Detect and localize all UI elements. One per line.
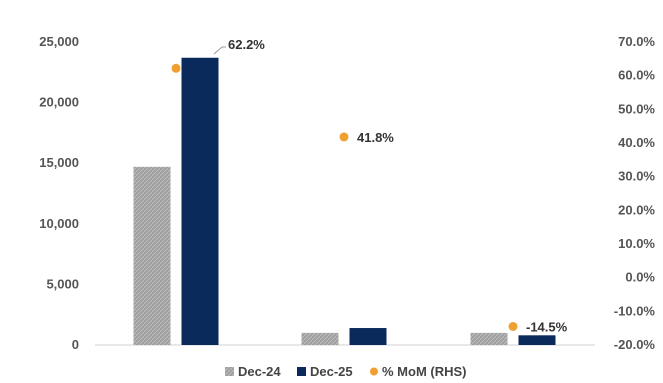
bar-dec-24 [133, 166, 171, 345]
y-left-tick-label: 25,000 [39, 34, 79, 49]
mom-point [171, 63, 181, 73]
y-left-tick-label: 0 [72, 337, 79, 352]
bar-dec-25 [349, 328, 387, 345]
mom-data-label: 62.2% [228, 37, 265, 52]
y-right-tick-label: 70.0% [618, 34, 655, 49]
y-right-tick-label: -20.0% [614, 337, 656, 352]
legend-label: Dec-25 [310, 364, 353, 379]
bar-dec-24 [470, 332, 508, 345]
mom-point [508, 321, 518, 331]
y-left-tick-label: 15,000 [39, 155, 79, 170]
y-left-tick-label: 10,000 [39, 216, 79, 231]
legend-label: % MoM (RHS) [382, 364, 467, 379]
y-left-tick-label: 20,000 [39, 95, 79, 110]
legend-label: Dec-24 [238, 364, 281, 379]
leader-line [213, 46, 223, 55]
y-right-tick-label: 60.0% [618, 68, 655, 83]
y-right-tick-label: 0.0% [625, 270, 655, 285]
y-right-tick-label: 50.0% [618, 101, 655, 116]
bar-dec-25 [181, 57, 219, 345]
mom-data-label: 41.8% [357, 130, 394, 145]
mom-data-label: -14.5% [526, 319, 568, 334]
y-right-tick-label: 40.0% [618, 135, 655, 150]
y-right-tick-label: 30.0% [618, 169, 655, 184]
mom-point [339, 132, 349, 142]
bar-dec-25 [518, 335, 556, 345]
y-right-tick-label: 20.0% [618, 202, 655, 217]
legend-swatch-dec-24 [225, 367, 234, 376]
bar-dec-24 [301, 332, 339, 345]
y-right-tick-label: 10.0% [618, 236, 655, 251]
y-right-tick-label: -10.0% [614, 303, 656, 318]
legend-swatch-dec-25 [297, 367, 306, 376]
legend-swatch-mom [370, 367, 378, 376]
y-left-tick-label: 5,000 [46, 276, 79, 291]
